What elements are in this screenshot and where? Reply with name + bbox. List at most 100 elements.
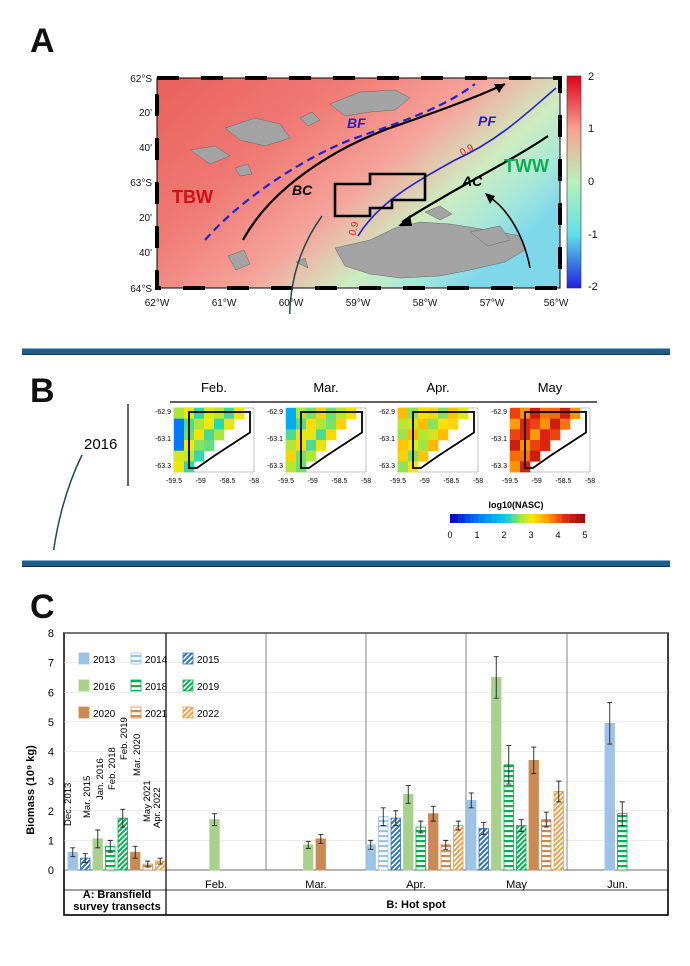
error-bar (132, 845, 138, 859)
heatmap-colorbar-step (452, 514, 456, 523)
bar-2020 (428, 813, 439, 871)
heatmap-y-tick: -63.1 (491, 436, 507, 443)
heatmap-cell (428, 408, 439, 419)
heatmap-cell (540, 408, 551, 419)
tww-label: TWW (504, 156, 549, 176)
hot-spot-box (333, 172, 427, 218)
heatmap-cell (234, 408, 245, 419)
heatmap-cell (530, 450, 541, 462)
lat-label: 20' (139, 108, 152, 119)
error-bar (493, 656, 499, 699)
heatmap-cell (570, 408, 581, 419)
heatmap-cell (560, 418, 571, 430)
error-bar (506, 745, 512, 785)
legend-swatch (182, 679, 194, 692)
heatmap-cell (510, 418, 521, 430)
heatmap-colorbar-step (563, 514, 567, 523)
heatmap-mar: Mar. -62.9 -63.1 -63.3 -59.5 -59 -58.5 -58 (267, 380, 371, 485)
lon-axis: 62°W 61°W 60°W 59°W 58°W 57°W 56°W (145, 298, 569, 309)
y-tick-label: 0 (48, 865, 54, 877)
heatmap-colorbar: log10(NASC) 0 1 2 3 4 5 (447, 500, 587, 540)
heatmap-colorbar-step (493, 514, 496, 523)
bar-2013 (466, 799, 477, 871)
legend-swatch (182, 706, 194, 719)
heatmap-cell (326, 418, 337, 430)
month-label: Apr. (426, 380, 449, 395)
heatmap-colorbar-step (539, 514, 542, 523)
survey-label: Jan. 2016 (95, 758, 106, 800)
y-tick-label: 8 (48, 628, 54, 640)
heatmap-y-tick: -62.9 (379, 409, 395, 416)
legend-swatch (78, 679, 90, 692)
heatmap-cell (174, 461, 185, 473)
heatmap-colorbar-tick: 0 (447, 530, 452, 540)
group-b-label: B: Hot spot (386, 899, 446, 911)
heatmap-cell (540, 440, 551, 451)
heatmap-colorbar-step (560, 514, 564, 523)
heatmap-colorbar-step (574, 514, 577, 523)
heatmap-cell (530, 408, 541, 419)
month-label: May (538, 380, 563, 395)
survey-label: Mar. 2015 (82, 776, 93, 818)
heatmap-cell (214, 418, 225, 430)
heatmap-cell (194, 450, 205, 462)
heatmap-apr: Apr. -62.9 -63.1 -63.3 -59.5 -59 -58.5 -58 (379, 380, 483, 485)
heatmap-colorbar-step (460, 514, 464, 523)
map-colorbar-tick: 0 (588, 176, 594, 188)
bar-2020 (528, 759, 539, 871)
heatmap-y-tick: -62.9 (267, 409, 283, 416)
map-colorbar (566, 75, 582, 289)
heatmap-colorbar-step (498, 514, 502, 523)
heatmap-cell (550, 408, 561, 419)
heatmap-cell (306, 429, 317, 441)
heatmap-cell (286, 429, 297, 441)
legend-label: 2022 (197, 709, 220, 720)
y-tick-label: 2 (48, 806, 54, 818)
legend-label: 2021 (145, 709, 168, 720)
bar-2016 (209, 819, 220, 871)
heatmap-colorbar-step (479, 514, 483, 523)
heatmap-cell (398, 429, 409, 441)
legend-swatch (130, 652, 142, 665)
group-a-label-line1: A: Bransfield (83, 889, 151, 901)
legend-swatch (78, 706, 90, 719)
heatmap-cell (510, 461, 521, 473)
error-bar (82, 853, 88, 864)
heatmap-cell (458, 408, 469, 419)
heatmap-colorbar-step (536, 514, 540, 523)
panel-label-c: C (30, 588, 55, 626)
heatmap-cell (510, 440, 521, 451)
heatmap-colorbar-step (463, 514, 467, 523)
hot-spot-outline (188, 411, 251, 469)
heatmap-colorbar-tick: 1 (474, 530, 479, 540)
heatmap-x-tick: -58.5 (443, 478, 459, 485)
heatmap-colorbar-step (514, 514, 518, 523)
heatmap-cell (438, 418, 449, 430)
land-masses (189, 89, 526, 279)
heatmap-colorbar-tick: 3 (528, 530, 533, 540)
heatmap-y-tick: -63.3 (267, 463, 283, 470)
legend-swatch (78, 652, 90, 665)
ac-arrowhead (398, 215, 412, 226)
heatmap-y-tick: -62.9 (491, 409, 507, 416)
heatmap-colorbar-step (558, 514, 561, 523)
ac-label: AC (461, 173, 483, 189)
heatmap-cell (438, 408, 449, 419)
y-tick-label: 5 (48, 717, 54, 729)
separator-bottom (22, 560, 670, 567)
heatmap-x-tick: -58.5 (331, 478, 347, 485)
heatmap-x-tick: -59 (308, 478, 318, 485)
heatmap-cell (428, 440, 439, 451)
error-bar (443, 839, 449, 850)
biomass-chart: Biomass (10⁹ kg) 0 1 2 3 4 5 6 7 8 Feb. Mar. Apr. Ma… (25, 628, 669, 916)
month-label: Feb. (201, 380, 227, 395)
lon-label: 61°W (212, 298, 237, 309)
heatmap-y-tick: -63.1 (155, 436, 171, 443)
heatmap-cell (306, 450, 317, 462)
survey-label: Apr. 2022 (152, 787, 163, 828)
heatmap-colorbar-step (531, 514, 534, 523)
lat-label: 40' (139, 143, 152, 154)
legend-label: 2015 (197, 655, 220, 666)
legend-swatch (130, 706, 142, 719)
map-colorbar-tick: -1 (588, 229, 598, 241)
